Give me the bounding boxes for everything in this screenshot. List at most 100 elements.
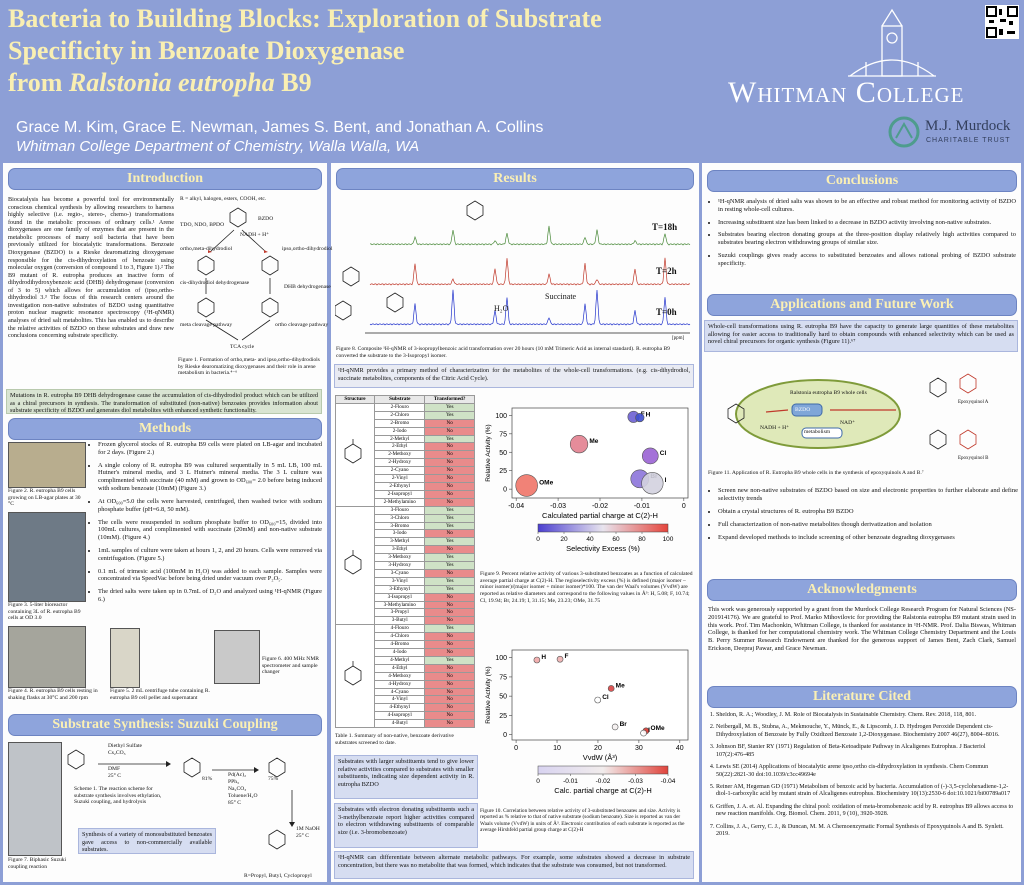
substrate-cell: 3-Propyl [373,608,426,618]
intro-text: Biocatalysis has become a powerful tool … [8,196,174,340]
decoration [727,373,977,450]
transformed-cell: Yes [424,402,475,412]
table-header: Substrate [373,395,426,404]
decoration [929,429,947,450]
bullet-item: Suzuki couplings gives ready access to s… [718,252,1016,268]
decoration [208,250,212,253]
bullet-item: The cells were resuspended in sodium pho… [98,519,322,542]
decoration [895,121,913,139]
structure-drawing [344,550,362,575]
point-label: H [646,412,651,419]
table-row: 2-Flouro Yes [335,402,475,507]
point-label: OMe [539,479,553,486]
colorbar-label: Selectivity Excess (%) [566,544,640,553]
sponsor-sub: CHARITABLE TRUST [926,137,1011,144]
photo [8,742,62,856]
transformed-cell: No [424,679,475,689]
x-tick-label: -0.01 [634,503,650,510]
decoration [335,200,690,334]
decoration [268,757,286,778]
x-tick-label: 40 [676,745,684,752]
colorbar [537,523,669,533]
transformed-cell: No [424,497,475,507]
decoration [986,6,997,17]
y-tick-label: 75 [499,431,507,438]
decoration [765,409,896,413]
decoration [344,554,362,575]
decoration [344,443,362,464]
figure-label: BZDO [795,407,811,413]
substrate-cell: 2-Ethyl [373,442,426,452]
decoration [289,822,295,827]
reference: Neibergall, M. B., Stubna, A., Mekmouche… [716,724,1016,739]
structure-drawing [344,660,362,686]
section-heading: Acknowledgments [707,579,1017,601]
figure-label: Ralstonia eutropha B9 whole cells [790,390,867,396]
bullet-item: At OD₆₀₀=5.0 the cells were harvested, c… [98,498,322,514]
y-tick-label: 100 [495,413,507,420]
section-heading: Methods [8,418,322,440]
intro-highlight: Mutations in R. eutropha B9 DHB dehydrog… [6,389,322,414]
results-box: ¹H-qNMR can differentiate between altern… [334,851,694,879]
data-point [641,472,664,495]
transformed-cell: No [424,703,475,713]
transformed-cell: Yes [424,434,475,444]
transformed-cell: Yes [424,655,475,665]
decoration [929,377,947,398]
substrate-table: Structure Substrate Transformed? 2-Flouro Ye… [335,395,475,729]
point-label: I [665,477,667,484]
transformed-cell: No [424,640,475,649]
spectrum-trace [369,257,690,286]
bullet-item: ¹H-qNMR analysis of dried salts was show… [718,198,1016,214]
section-heading: Applications and Future Work [707,294,1017,316]
transformed-cell: No [424,695,475,705]
x-tick-label: 10 [553,745,561,752]
structure-drawing [344,439,362,464]
title-line: Specificity in Benzoate Dioxygenase [8,36,405,65]
qr-code [985,5,1019,39]
transformed-cell: No [424,608,475,618]
transformed-cell: No [424,671,475,681]
substrate-cell: 4-Methoxy [373,671,426,681]
title-part: from [8,68,69,97]
substrate-cell: 2-Methoxy [373,450,426,460]
table-caption: Table 1. Summary of non-native, benzoate… [335,733,454,746]
substrate-cell: 3-Hydroxy [373,561,426,570]
transformed-cell: No [424,687,475,697]
decoration [261,255,279,276]
data-point [515,474,538,497]
decoration [849,59,935,77]
figure-label: R = alkyl, halogen, esters, COOH, etc. [180,196,267,202]
bullet-item: Frozen glycerol stocks of R. eutropha B9… [98,441,322,457]
transformed-cell: Yes [424,584,475,594]
spectrum-label: T=2h [656,266,677,276]
transformed-cell: No [424,442,475,452]
figure-caption: Figure 8. Composite ¹H-qNMR of 3-isoprop… [336,346,670,359]
substrate-cell: 2-Chloro [373,410,426,420]
substrate-cell: 2-Vinyl [373,474,426,483]
transformed-cell: Yes [424,513,475,523]
plot-frame [511,649,689,741]
substrate-cell: 3-Flouro [373,505,426,515]
substrate-cell: 4-Ethyl [373,663,426,673]
bullet-list: ¹H-qNMR analysis of dried salts was show… [708,198,1016,268]
transformed-cell: Yes [424,553,475,563]
transformed-cell: No [424,426,475,436]
decoration [848,8,936,77]
axis-unit: [ppm] [672,336,685,341]
substrate-cell: 3-Chloro [373,513,426,523]
transformed-cell: No [424,458,475,468]
decoration [261,297,279,318]
y-tick-label: 50 [499,450,507,457]
substrate-cell: 4-Methyl [373,655,426,665]
substrate-cell: 3-Isopropyl [373,592,426,602]
point-label: I [648,727,650,734]
reagent: Cs₂CO₃ [108,750,126,756]
y-tick-label: 100 [495,655,507,662]
colorbar-tick-label: 0 [536,778,540,785]
scheme-caption: Scheme 1. The reaction scheme for substr… [74,786,162,806]
x-tick-label: 0 [514,745,518,752]
colorbar-tick-label: 100 [663,536,674,543]
substrate-cell: 4-Cyano [373,687,426,697]
